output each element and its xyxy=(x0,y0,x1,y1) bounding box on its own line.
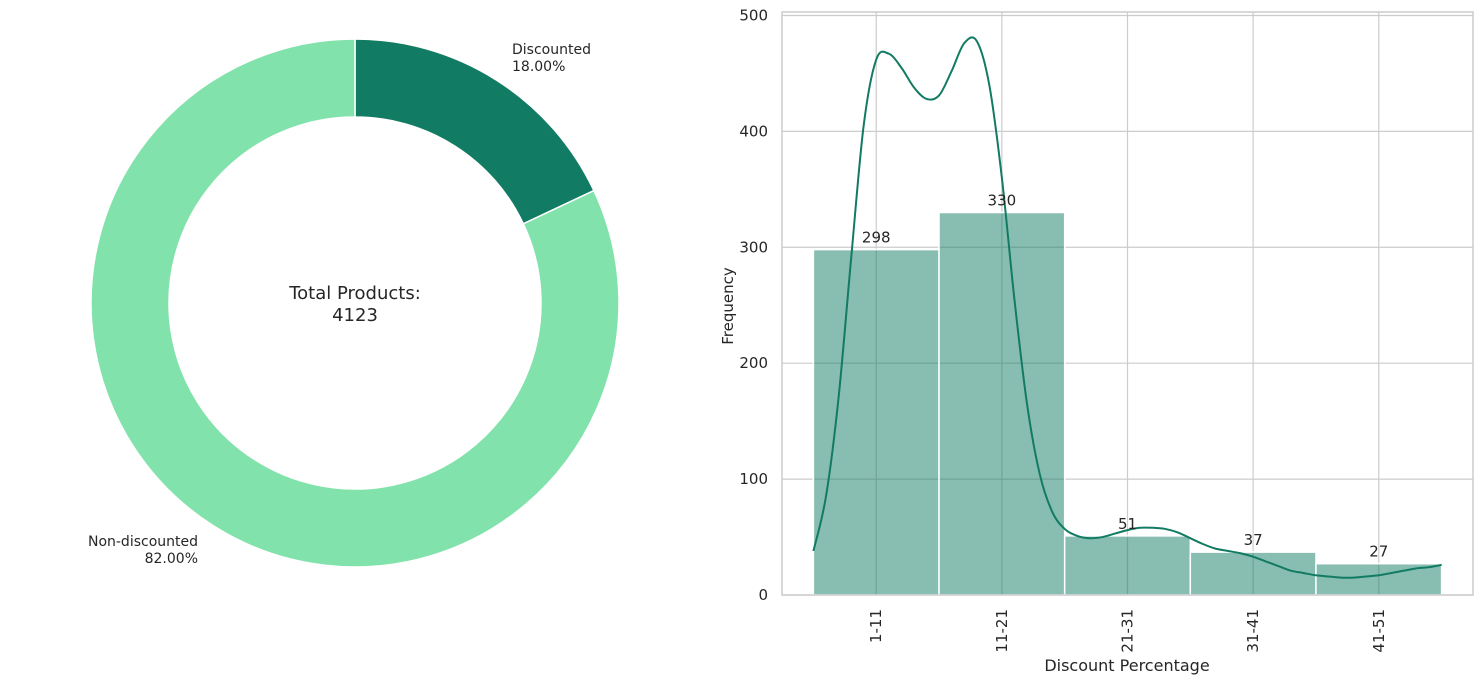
histogram-bars xyxy=(812,211,1443,596)
donut-center-line2: 4123 xyxy=(332,305,378,326)
x-axis-label: Discount Percentage xyxy=(1044,656,1209,675)
bar-value-label: 330 xyxy=(988,192,1017,210)
y-tick-label: 400 xyxy=(739,122,768,140)
donut-label-discounted-pct: 18.00% xyxy=(512,59,565,75)
histogram-bar xyxy=(938,211,1066,596)
x-tick-label: 21-31 xyxy=(1119,609,1137,653)
y-axis-label: Frequency xyxy=(719,267,737,345)
y-tick-label: 200 xyxy=(739,354,768,372)
bar-value-label: 27 xyxy=(1369,543,1388,561)
y-tick-label: 0 xyxy=(758,586,768,604)
donut-center-line1: Total Products: xyxy=(288,283,421,304)
y-axis-ticks: 0 100 200 300 400 500 xyxy=(739,6,768,604)
donut-label-non-discounted-name: Non-discounted xyxy=(88,534,198,550)
y-tick-label: 100 xyxy=(739,470,768,488)
bar-value-label: 298 xyxy=(862,229,891,247)
donut-label-discounted-name: Discounted xyxy=(512,42,591,58)
donut-chart xyxy=(90,38,620,568)
donut-label-non-discounted-pct: 82.00% xyxy=(145,551,198,567)
histogram-chart: 298 330 51 37 27 0 100 200 300 400 500 1-11 11-21 2… xyxy=(739,6,1474,653)
x-axis-ticks: 1-11 11-21 21-31 31-41 41-51 xyxy=(867,609,1388,653)
plot-frame xyxy=(781,11,1474,596)
histogram-bar xyxy=(812,248,940,596)
histogram-bar xyxy=(1189,551,1317,596)
x-tick-label: 31-41 xyxy=(1244,609,1262,653)
histogram-data-labels: 298 330 51 37 27 xyxy=(862,192,1388,561)
histogram-bar xyxy=(1063,535,1192,596)
y-tick-label: 300 xyxy=(739,238,768,256)
kde-curve xyxy=(812,36,1442,579)
bar-value-label: 37 xyxy=(1244,531,1263,549)
x-tick-label: 11-21 xyxy=(993,609,1011,653)
y-tick-label: 500 xyxy=(739,6,768,24)
donut-slice-non-discounted xyxy=(90,38,620,568)
x-tick-label: 1-11 xyxy=(867,609,885,643)
bar-value-label: 51 xyxy=(1118,515,1137,533)
x-tick-label: 41-51 xyxy=(1370,609,1388,653)
